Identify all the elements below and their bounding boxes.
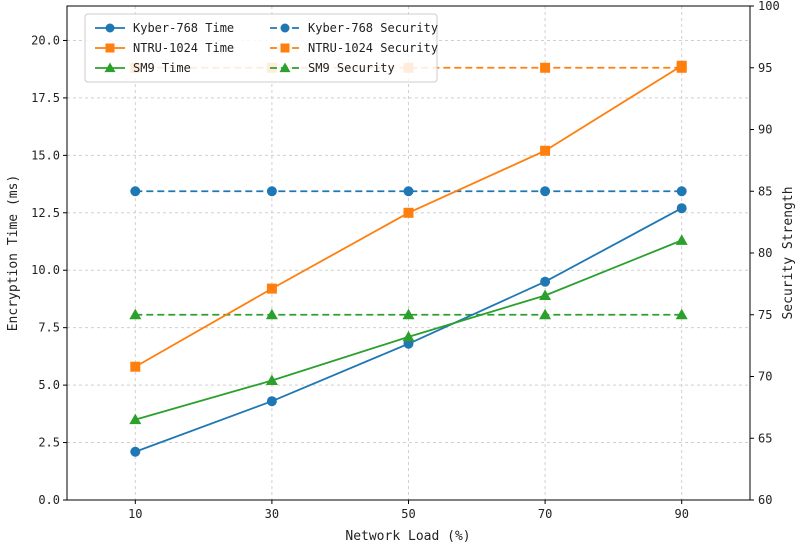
legend-label-sm9-time: SM9 Time bbox=[133, 61, 191, 75]
legend-label-kyber-768-time: Kyber-768 Time bbox=[133, 21, 234, 35]
legend-marker-ntru-1024-time bbox=[106, 44, 115, 53]
kyber-768-security-point bbox=[404, 186, 414, 196]
ntru-1024-time-point bbox=[540, 146, 550, 156]
kyber-768-time-point bbox=[540, 277, 550, 287]
y2-tick-label: 80 bbox=[758, 246, 772, 260]
kyber-768-security-point bbox=[540, 186, 550, 196]
x-tick-label: 90 bbox=[674, 507, 688, 521]
y2-tick-label: 70 bbox=[758, 370, 772, 384]
y-axis-title: Encryption Time (ms) bbox=[6, 175, 21, 332]
ntru-1024-time-point bbox=[404, 208, 414, 218]
legend: Kyber-768 Time NTRU-1024 Time SM9 Time Kybe… bbox=[85, 14, 438, 82]
kyber-768-security-point bbox=[130, 186, 140, 196]
x-tick-label: 70 bbox=[538, 507, 552, 521]
y-tick-label: 5.0 bbox=[38, 378, 60, 392]
dual-axis-line-chart: 10 30 50 70 90 0.0 2.5 5.0 7.5 10.0 12.5 15.0 17.5 20… bbox=[0, 0, 800, 546]
y-tick-label: 15.0 bbox=[31, 148, 60, 162]
y2-tick-label: 60 bbox=[758, 493, 772, 507]
y-tick-label: 12.5 bbox=[31, 206, 60, 220]
ntru-1024-time-point bbox=[677, 61, 687, 71]
legend-label-sm9-security: SM9 Security bbox=[308, 61, 395, 75]
y2-tick-label: 65 bbox=[758, 431, 772, 445]
y-tick-label: 10.0 bbox=[31, 263, 60, 277]
y-tick-label: 17.5 bbox=[31, 91, 60, 105]
kyber-768-security-point bbox=[267, 186, 277, 196]
legend-label-ntru-1024-time: NTRU-1024 Time bbox=[133, 41, 234, 55]
ntru-1024-time-point bbox=[130, 362, 140, 372]
kyber-768-security-point bbox=[677, 186, 687, 196]
x-tick-label: 50 bbox=[401, 507, 415, 521]
legend-marker-ntru-1024-security bbox=[281, 44, 290, 53]
legend-label-ntru-1024-security: NTRU-1024 Security bbox=[308, 41, 438, 55]
x-tick-label: 30 bbox=[265, 507, 279, 521]
y2-axis-title: Security Strength bbox=[781, 186, 796, 319]
legend-marker-kyber-768-time bbox=[106, 24, 115, 33]
ntru-1024-security-point bbox=[540, 63, 550, 73]
y-tick-label: 0.0 bbox=[38, 493, 60, 507]
kyber-768-time-point bbox=[130, 447, 140, 457]
y2-tick-label: 85 bbox=[758, 184, 772, 198]
y2-tick-label: 75 bbox=[758, 308, 772, 322]
y2-tick-label: 90 bbox=[758, 123, 772, 137]
y-tick-label: 2.5 bbox=[38, 436, 60, 450]
x-axis-title: Network Load (%) bbox=[345, 529, 470, 544]
y-tick-label: 7.5 bbox=[38, 321, 60, 335]
kyber-768-time-point bbox=[267, 396, 277, 406]
y-tick-label: 20.0 bbox=[31, 33, 60, 47]
ntru-1024-time-point bbox=[267, 284, 277, 294]
legend-marker-kyber-768-security bbox=[281, 24, 290, 33]
y2-tick-label: 95 bbox=[758, 61, 772, 75]
legend-label-kyber-768-security: Kyber-768 Security bbox=[308, 21, 438, 35]
y2-tick-label: 100 bbox=[758, 0, 780, 13]
kyber-768-time-point bbox=[677, 203, 687, 213]
x-tick-label: 10 bbox=[128, 507, 142, 521]
sm9-time-point bbox=[676, 234, 688, 245]
